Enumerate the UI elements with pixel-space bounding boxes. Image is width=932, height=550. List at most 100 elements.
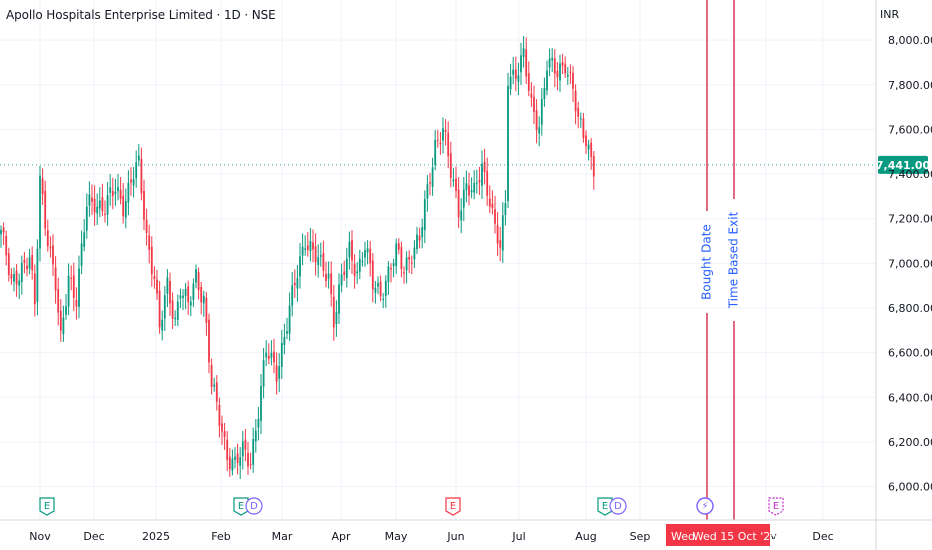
candle-body	[559, 63, 561, 81]
candle-series	[0, 36, 595, 480]
candle-body	[57, 289, 60, 313]
candle-body	[270, 352, 273, 358]
x-tick-label: 2025	[142, 530, 170, 543]
candle-body	[39, 175, 41, 249]
candle-body	[163, 295, 166, 319]
candle-body	[325, 273, 327, 281]
candle-body	[455, 178, 457, 191]
time-tag-bought	[666, 524, 700, 546]
earnings-icon[interactable]	[597, 497, 613, 516]
candle-body	[26, 265, 28, 270]
earnings-icon[interactable]	[233, 497, 249, 516]
candle-body	[478, 180, 481, 183]
candle-body	[512, 69, 515, 75]
candle-body	[527, 73, 530, 91]
candle-body	[465, 183, 468, 191]
candle-body	[143, 190, 145, 220]
dividend-icon[interactable]	[245, 497, 263, 515]
candle-body	[431, 167, 434, 187]
candle-body	[395, 243, 398, 266]
candle-body	[283, 336, 286, 345]
earnings-icon[interactable]	[768, 497, 784, 516]
y-tick-label: 6,800.00	[888, 302, 932, 315]
candle-body	[114, 191, 117, 194]
candle-body	[538, 127, 541, 134]
candle-body	[569, 71, 572, 73]
candle-body	[104, 213, 106, 215]
candle-body	[387, 266, 390, 282]
candle-body	[288, 305, 291, 334]
candle-body	[384, 280, 387, 296]
candle-body	[475, 182, 478, 184]
candle-body	[322, 253, 325, 271]
candle-body	[436, 139, 439, 141]
candle-body	[132, 178, 135, 186]
candle-body	[429, 182, 431, 184]
candle-body	[491, 203, 494, 209]
candle-body	[356, 271, 359, 274]
event-label: E	[44, 501, 50, 512]
candle-body	[291, 285, 294, 306]
candle-body	[280, 343, 283, 367]
dividend-icon[interactable]	[609, 497, 627, 515]
candle-body	[135, 162, 138, 179]
candle-body	[174, 317, 177, 320]
earnings-icon[interactable]	[39, 497, 55, 516]
candle-body	[364, 250, 366, 258]
candle-body	[15, 270, 18, 285]
candle-body	[218, 405, 221, 426]
candle-body	[358, 258, 361, 272]
x-tick-label: Apr	[331, 530, 351, 543]
candle-body	[504, 203, 507, 216]
dividend-label: D	[614, 501, 622, 512]
candle-body	[561, 62, 564, 66]
candle-body	[262, 360, 265, 387]
event-label: E	[238, 501, 244, 512]
candle-body	[85, 206, 88, 231]
candle-body	[397, 243, 400, 250]
candle-body	[265, 352, 268, 358]
candle-body	[543, 87, 546, 100]
y-tick-label: 6,400.00	[888, 391, 932, 404]
candle-body	[70, 277, 73, 279]
chart-title: Apollo Hospitals Enterprise Limited · 1D…	[6, 8, 276, 22]
candle-body	[62, 317, 65, 334]
event-markers[interactable]: E E D E E D ⚡ E	[39, 497, 784, 516]
earnings-icon[interactable]	[445, 497, 461, 516]
dividend-icon[interactable]	[696, 497, 714, 515]
candle-body	[18, 280, 21, 286]
y-tick-label: 6,000.00	[888, 481, 932, 494]
candle-body	[67, 275, 70, 307]
candle-body	[306, 245, 309, 250]
candle-body	[345, 258, 348, 278]
candle-body	[93, 198, 96, 213]
candle-body	[0, 229, 2, 235]
candle-body	[348, 241, 351, 258]
candle-body	[10, 274, 13, 279]
candle-body	[587, 144, 590, 150]
candle-body	[228, 456, 231, 470]
candle-body	[205, 297, 208, 323]
candle-body	[426, 184, 429, 199]
candle-body	[13, 273, 15, 282]
candle-body	[189, 301, 192, 306]
candle-body	[179, 295, 182, 299]
candle-body	[319, 255, 322, 257]
candle-body	[44, 190, 47, 229]
candle-body	[582, 118, 585, 138]
candle-body	[223, 431, 226, 437]
candle-body	[213, 384, 216, 387]
last-price-label: 7,441.00	[876, 159, 931, 172]
x-tick-label: Mar	[272, 530, 293, 543]
candle-body	[330, 273, 333, 295]
candle-body	[65, 306, 67, 315]
candle-body	[332, 296, 335, 328]
candle-body	[221, 423, 223, 432]
candle-body	[452, 179, 455, 182]
candle-body	[231, 458, 234, 471]
candle-body	[340, 274, 343, 286]
candle-body	[59, 310, 62, 331]
candle-body	[520, 55, 522, 73]
